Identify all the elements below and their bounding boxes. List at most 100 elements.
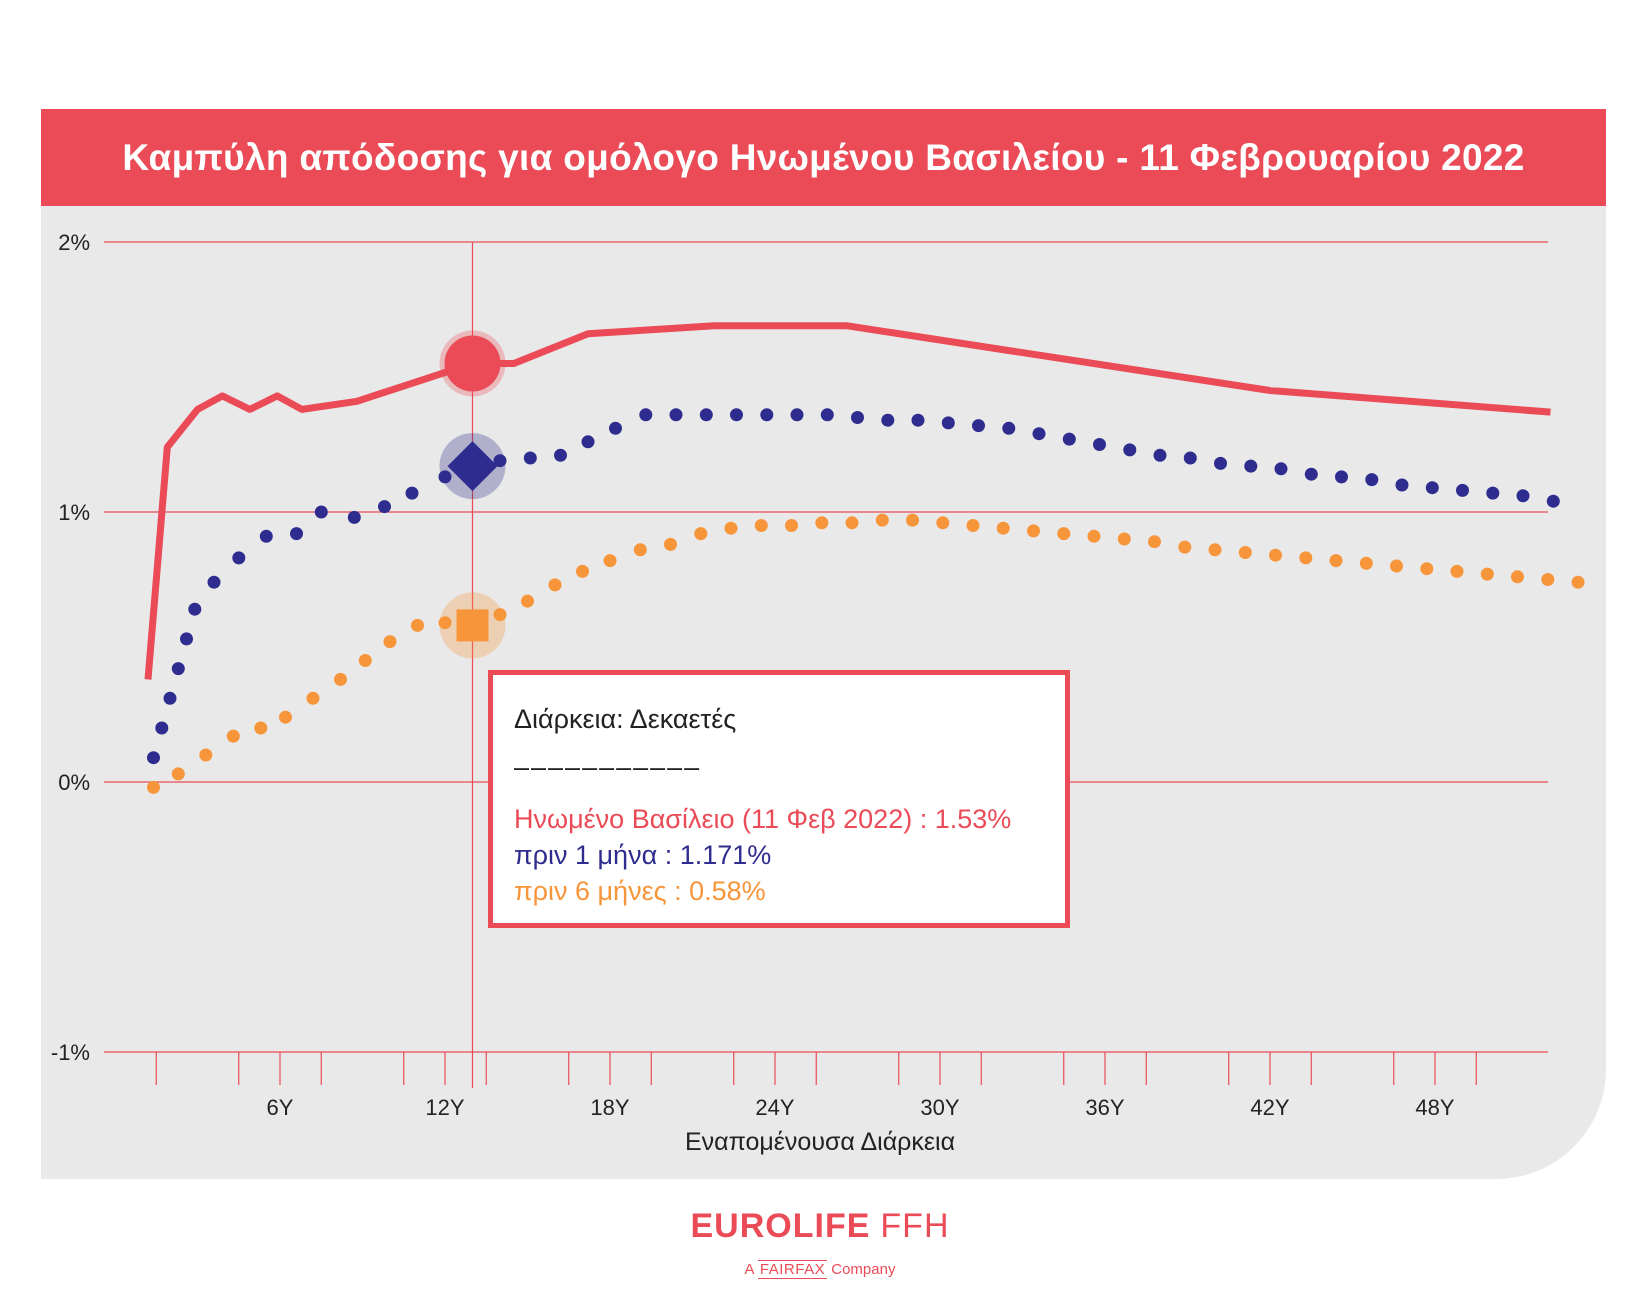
series-point-six-months bbox=[493, 608, 507, 622]
series-point-one-month bbox=[155, 721, 169, 735]
y-tick-label: 0% bbox=[58, 770, 90, 795]
series-point-one-month bbox=[639, 408, 653, 422]
series-point-six-months bbox=[1087, 529, 1101, 543]
y-axis-ticks: 2% 1% 0% -1% bbox=[51, 230, 90, 1065]
chart-panel bbox=[41, 109, 1606, 1179]
series-point-one-month bbox=[790, 408, 804, 422]
tooltip-separator: ––––––––––– bbox=[514, 752, 702, 782]
series-layer bbox=[144, 322, 1585, 794]
logo-tagline: A FAIRFAX Company bbox=[0, 1260, 1640, 1279]
series-point-six-months bbox=[845, 516, 859, 530]
series-point-six-months bbox=[1057, 527, 1071, 541]
series-point-one-month bbox=[171, 662, 185, 676]
series-point-one-month bbox=[1032, 427, 1046, 441]
series-point-one-month bbox=[760, 408, 774, 422]
series-point-six-months bbox=[1269, 548, 1282, 562]
series-point-one-month bbox=[972, 419, 985, 433]
series-point-one-month bbox=[147, 751, 160, 765]
x-axis-label: Εναπομένουσα Διάρκεια bbox=[684, 1128, 956, 1156]
series-point-one-month bbox=[347, 510, 361, 524]
x-tick-label: 12Y bbox=[425, 1095, 464, 1120]
series-point-six-months bbox=[548, 578, 562, 592]
series-point-six-months bbox=[1359, 556, 1373, 570]
series-point-six-months bbox=[1178, 540, 1192, 554]
series-point-one-month bbox=[911, 413, 925, 427]
series-point-six-months bbox=[1299, 551, 1313, 565]
series-point-one-month bbox=[1093, 438, 1106, 451]
series-point-six-months bbox=[1511, 570, 1524, 584]
series-point-six-months bbox=[1480, 567, 1494, 581]
series-point-one-month bbox=[1365, 473, 1379, 487]
y-tick-label: 1% bbox=[58, 500, 90, 525]
logo-tagline-prefix: A bbox=[744, 1261, 754, 1278]
series-point-one-month bbox=[1395, 478, 1409, 492]
series-point-one-month bbox=[314, 505, 328, 519]
series-line-uk bbox=[144, 322, 1551, 680]
x-tick-label: 30Y bbox=[920, 1095, 959, 1120]
series-point-one-month bbox=[1123, 443, 1137, 457]
series-point-one-month bbox=[581, 435, 595, 449]
series-point-one-month bbox=[1002, 421, 1016, 435]
series-point-one-month bbox=[820, 408, 834, 422]
series-point-one-month bbox=[405, 486, 419, 500]
tooltip-uk-value: Ηνωμένο Βασίλειο (11 Φεβ 2022) : 1.53% bbox=[514, 804, 1012, 834]
series-point-six-months bbox=[936, 516, 950, 530]
series-point-one-month bbox=[1274, 462, 1288, 476]
series-point-one-month bbox=[1062, 432, 1076, 446]
series-point-six-months bbox=[279, 710, 292, 724]
tooltip-six-months-value: πριν 6 μήνες : 0.58% bbox=[514, 876, 766, 906]
series-point-six-months bbox=[383, 635, 397, 649]
series-point-six-months bbox=[521, 594, 534, 608]
series-point-one-month bbox=[730, 408, 743, 422]
x-tick-label: 36Y bbox=[1085, 1095, 1124, 1120]
series-point-one-month bbox=[554, 448, 567, 462]
series-point-one-month bbox=[941, 416, 955, 430]
series-point-six-months bbox=[996, 521, 1010, 535]
x-tick-label: 24Y bbox=[755, 1095, 794, 1120]
series-point-one-month bbox=[493, 454, 507, 468]
series-point-six-months bbox=[1208, 543, 1222, 557]
series-point-one-month bbox=[438, 470, 452, 484]
series-point-six-months bbox=[1238, 546, 1252, 559]
series-point-six-months bbox=[576, 564, 589, 578]
series-point-one-month bbox=[1153, 448, 1167, 462]
series-point-six-months bbox=[1541, 573, 1555, 586]
series-point-six-months bbox=[966, 519, 980, 532]
logo-tagline-suffix: Company bbox=[831, 1261, 896, 1278]
series-point-one-month bbox=[378, 500, 391, 514]
series-point-six-months bbox=[603, 554, 617, 568]
x-tick-label: 6Y bbox=[267, 1095, 294, 1120]
series-point-one-month bbox=[1244, 459, 1258, 473]
series-point-six-months bbox=[785, 519, 798, 532]
tooltip-title: Διάρκεια: Δεκαετές bbox=[514, 704, 737, 734]
series-point-six-months bbox=[1148, 535, 1161, 549]
series-point-one-month bbox=[290, 527, 303, 541]
series-point-one-month bbox=[1335, 470, 1348, 484]
series-point-one-month bbox=[180, 632, 193, 646]
highlight-markers bbox=[439, 330, 506, 659]
series-point-one-month bbox=[1516, 489, 1530, 503]
x-tick-label: 18Y bbox=[590, 1095, 629, 1120]
series-point-six-months bbox=[171, 767, 185, 781]
x-axis-ticks: 6Y 12Y 18Y 24Y 30Y 36Y 42Y 48Y bbox=[155, 1052, 1477, 1120]
series-point-six-months bbox=[1390, 559, 1403, 573]
tooltip-box: Διάρκεια: Δεκαετές ––––––––––– Ηνωμένο Β… bbox=[488, 670, 1070, 928]
series-point-one-month bbox=[1425, 481, 1439, 495]
series-point-one-month bbox=[1183, 451, 1197, 465]
x-tick-label: 42Y bbox=[1250, 1095, 1289, 1120]
eurolife-logo: EUROLIFE FFH bbox=[0, 1207, 1640, 1246]
series-point-six-months bbox=[724, 521, 738, 535]
series-point-one-month bbox=[163, 691, 177, 705]
series-point-six-months bbox=[438, 616, 452, 630]
series-point-six-months bbox=[226, 729, 240, 743]
grid-lines bbox=[104, 241, 1548, 1088]
series-point-six-months bbox=[1450, 564, 1464, 578]
series-point-one-month bbox=[207, 575, 221, 589]
series-point-one-month bbox=[523, 451, 537, 465]
series-point-six-months bbox=[906, 513, 919, 527]
series-point-one-month bbox=[1214, 456, 1227, 470]
marker-circle-uk bbox=[444, 335, 501, 392]
series-point-one-month bbox=[669, 408, 683, 422]
logo-fairfax: FAIRFAX bbox=[757, 1260, 828, 1279]
